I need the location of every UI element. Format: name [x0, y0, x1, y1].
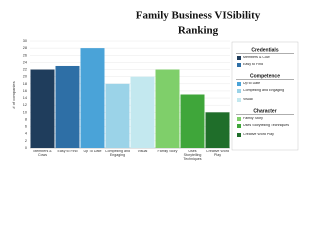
bar	[30, 69, 55, 148]
legend-label-box: Compelling and Engaging	[243, 88, 285, 92]
bar	[55, 65, 80, 148]
legend-box	[231, 41, 299, 151]
chart: Family Business VISibility Ranking # of …	[11, 10, 299, 161]
x-tick-label-box: Visual	[137, 150, 148, 153]
y-tick-label: 0	[25, 146, 27, 150]
y-axis-label: # of companies	[11, 81, 16, 108]
x-tick-label: Up To Date	[83, 150, 102, 153]
legend-label-box: Uses Storytelling Techniques	[243, 123, 290, 127]
legend-label-box: Visual	[243, 97, 253, 101]
bar	[155, 69, 180, 148]
y-tick-label: 28	[23, 46, 27, 50]
bar	[205, 112, 230, 148]
legend-swatch	[237, 133, 241, 137]
legend-label: Visual	[243, 97, 253, 101]
y-tick-label: 22	[23, 68, 27, 72]
legend-label: Uses Storytelling Techniques	[243, 123, 290, 127]
x-tick-label: Creative Word Play	[206, 150, 229, 157]
legend-group-title: Credentials	[251, 47, 278, 53]
x-tick-label: Compelling and Engaging	[105, 150, 130, 157]
legend-swatch	[237, 63, 241, 67]
x-tick-label: Family Story	[157, 150, 178, 153]
legend-swatch	[237, 82, 241, 86]
legend-label: Up to Date	[243, 81, 261, 85]
y-tick-label: 30	[23, 39, 27, 43]
legend-swatch	[237, 124, 241, 128]
x-tick-label-box: Easy to Find	[57, 150, 78, 153]
y-tick-label: 2	[25, 139, 27, 143]
chart-title: Ranking	[178, 25, 219, 37]
legend-label: Members & Cow	[243, 55, 270, 59]
legend-swatch	[237, 56, 241, 60]
legend-label: Compelling and Engaging	[243, 88, 285, 92]
legend-label-box: Family Story	[243, 116, 263, 120]
y-tick-label: 24	[23, 60, 27, 64]
legend-label-box: Creative Word Play	[243, 132, 274, 136]
y-tick-label: 6	[25, 125, 27, 129]
x-tick-label: Easy to Find	[57, 150, 78, 153]
legend-label-box: Easy to Find	[243, 62, 263, 66]
x-tick-label: Members & Cows	[33, 150, 52, 157]
y-tick-label: 26	[23, 53, 27, 57]
y-tick-label: 10	[23, 110, 27, 114]
x-tick-label-box: Uses Storytelling Techniques	[183, 150, 202, 161]
x-tick-label-box: Up To Date	[83, 150, 102, 153]
x-tick-label: Visual	[137, 150, 148, 153]
legend-group-title: Competence	[250, 73, 280, 79]
bar	[80, 48, 105, 149]
legend-swatch	[237, 98, 241, 102]
x-tick-label-box: Compelling and Engaging	[105, 150, 130, 157]
y-tick-label: 14	[23, 96, 27, 100]
bar	[105, 83, 130, 148]
legend-label-box: Up to Date	[243, 81, 261, 85]
x-tick-label: Uses Storytelling Techniques	[183, 150, 202, 161]
chart-title: Family Business VISibility	[136, 10, 261, 22]
legend-label: Family Story	[243, 116, 263, 120]
legend-label: Easy to Find	[243, 62, 263, 66]
y-tick-label: 20	[23, 75, 27, 79]
bar	[130, 76, 155, 148]
legend-label-box: Members & Cow	[243, 55, 270, 59]
y-tick-label: 18	[23, 82, 27, 86]
bar	[180, 94, 205, 148]
legend-swatch	[237, 117, 241, 121]
legend-swatch	[237, 89, 241, 93]
legend-label: Creative Word Play	[243, 132, 274, 136]
x-tick-label-box: Family Story	[157, 150, 178, 153]
y-tick-label: 8	[25, 117, 27, 121]
y-tick-label: 16	[23, 89, 27, 93]
x-tick-label-box: Creative Word Play	[206, 150, 229, 157]
legend-group-title: Character	[253, 108, 276, 114]
y-tick-label: 12	[23, 103, 27, 107]
x-tick-label-box: Members & Cows	[33, 150, 52, 157]
y-tick-label: 4	[25, 132, 27, 136]
